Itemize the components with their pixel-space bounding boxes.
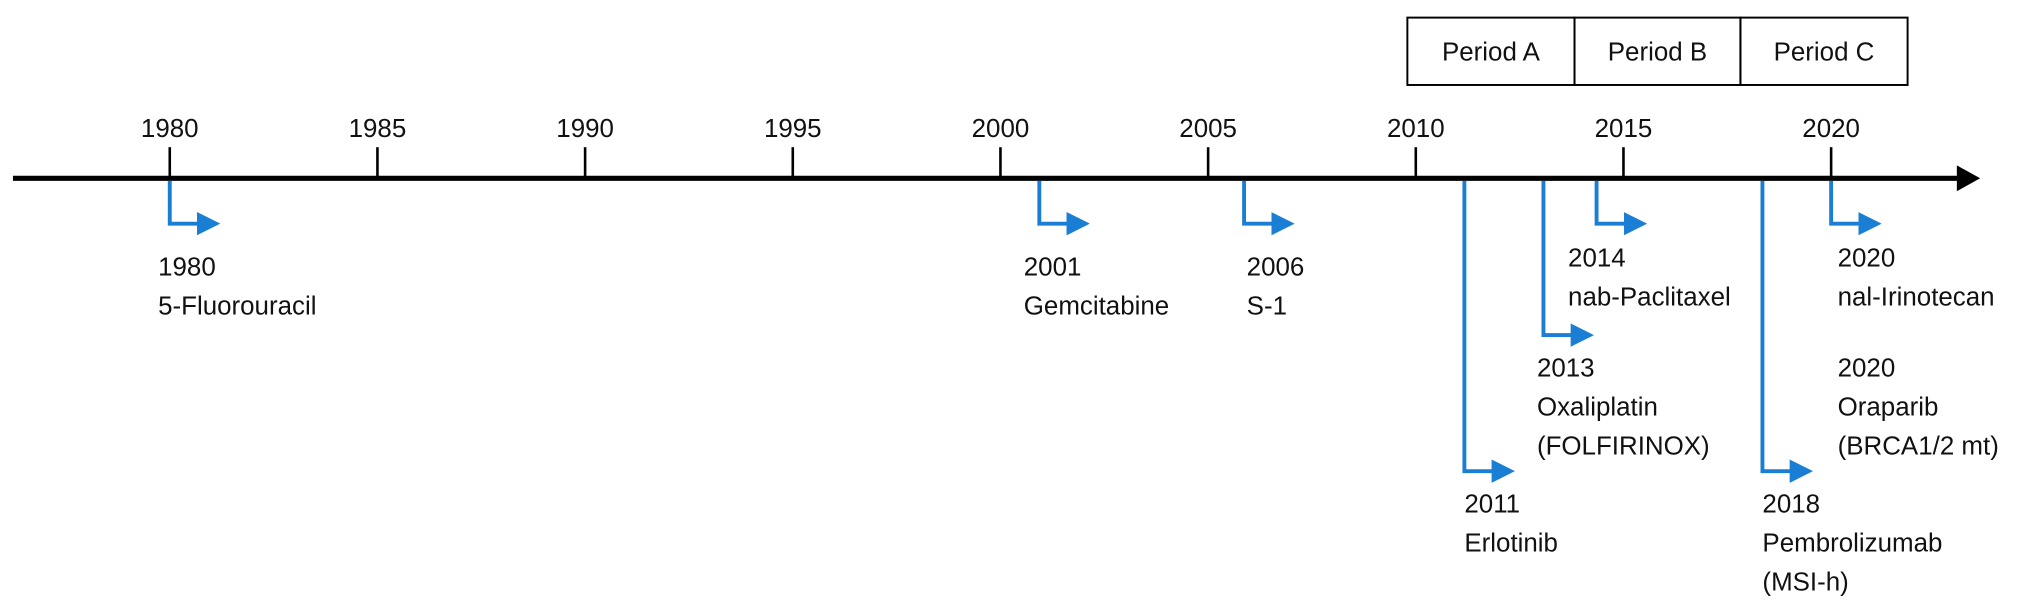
event-year: 2006 bbox=[1247, 253, 1305, 281]
event-label: S-1 bbox=[1247, 292, 1287, 320]
event-label: Oxaliplatin bbox=[1537, 393, 1658, 421]
period-label: Period C bbox=[1774, 38, 1875, 66]
event-connector bbox=[1594, 180, 1648, 236]
event-connector bbox=[1242, 180, 1295, 236]
axis-tick-label: 2005 bbox=[1179, 115, 1237, 143]
axis-tick-label: 1990 bbox=[556, 115, 614, 143]
period-label: Period A bbox=[1442, 38, 1541, 66]
axis-tick-label: 2000 bbox=[972, 115, 1030, 143]
event-year: 2013 bbox=[1537, 355, 1595, 383]
event-connector bbox=[167, 180, 221, 236]
axis-tick-label: 1985 bbox=[349, 115, 407, 143]
event-connector bbox=[1829, 180, 1882, 236]
event-connector bbox=[1541, 180, 1594, 347]
event-year: 1980 bbox=[158, 253, 216, 281]
event-label: Oraparib bbox=[1838, 393, 1939, 421]
event-connector bbox=[1462, 180, 1515, 483]
event-label: Erlotinib bbox=[1464, 530, 1558, 558]
event-label: (MSI-h) bbox=[1762, 568, 1848, 596]
event-label: Pembrolizumab bbox=[1762, 530, 1942, 558]
axis-tick-label: 1995 bbox=[764, 115, 822, 143]
period-label: Period B bbox=[1608, 38, 1707, 66]
event-label: (FOLFIRINOX) bbox=[1537, 432, 1710, 460]
event-year: 2001 bbox=[1024, 253, 1082, 281]
event-label: (BRCA1/2 mt) bbox=[1838, 432, 1999, 460]
event-connector bbox=[1760, 180, 1813, 483]
axis-tick-label: 2020 bbox=[1802, 115, 1860, 143]
event-label: nab-Paclitaxel bbox=[1568, 283, 1731, 311]
event-year: 2014 bbox=[1568, 244, 1626, 272]
event-connector bbox=[1037, 180, 1090, 236]
event-label: nal-Irinotecan bbox=[1838, 283, 1995, 311]
axis-tick-label: 2010 bbox=[1387, 115, 1445, 143]
period-box bbox=[1739, 16, 1909, 86]
axis-tick-label: 2015 bbox=[1595, 115, 1653, 143]
event-year: 2020 bbox=[1838, 244, 1896, 272]
event-year: 2018 bbox=[1762, 491, 1820, 519]
event-label: 5-Fluorouracil bbox=[158, 292, 316, 320]
event-year: 2011 bbox=[1464, 491, 1520, 519]
event-label: Gemcitabine bbox=[1024, 292, 1169, 320]
axis-tick-label: 1980 bbox=[141, 115, 199, 143]
axis-arrow bbox=[1956, 165, 1981, 192]
event-year: 2020 bbox=[1838, 355, 1896, 383]
